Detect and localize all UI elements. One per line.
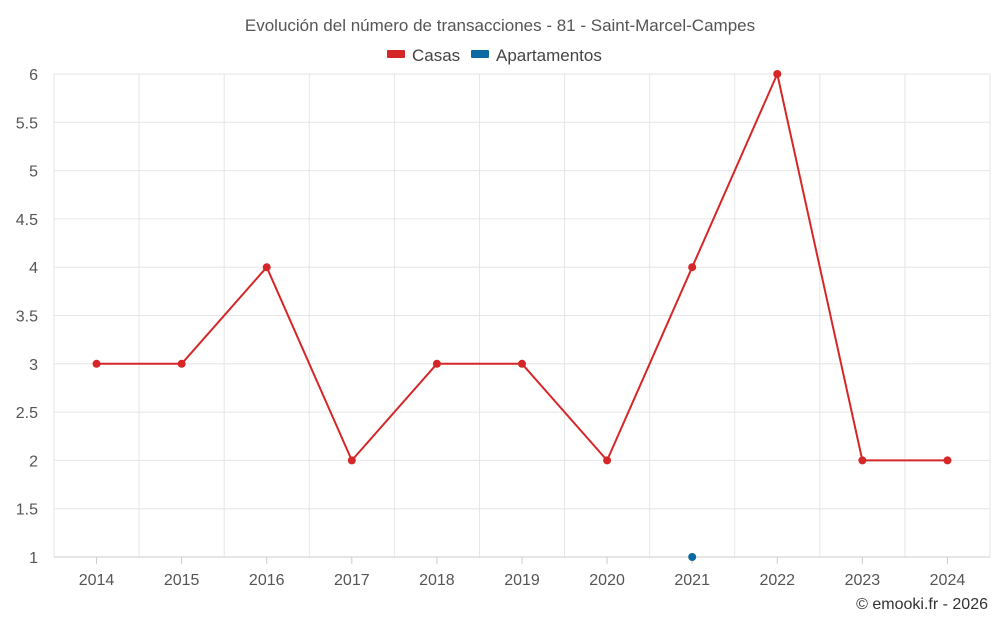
legend-label-apartamentos: Apartamentos (496, 46, 602, 65)
data-point-casas-2024[interactable] (943, 456, 952, 465)
x-tick-label: 2018 (419, 572, 455, 589)
x-tick-label: 2023 (845, 572, 881, 589)
legend-swatch-casas (387, 50, 405, 58)
x-tick-label: 2020 (589, 572, 625, 589)
data-point-apartamentos-2021[interactable] (688, 553, 697, 561)
data-point-casas-2015[interactable] (177, 359, 186, 368)
series (92, 70, 952, 561)
x-tick-label: 2017 (334, 572, 370, 589)
y-tick-label: 4 (29, 260, 38, 277)
grid (53, 73, 991, 557)
x-tick-label: 2014 (79, 572, 115, 589)
legend-item-apartamentos[interactable]: Apartamentos (471, 46, 602, 65)
legend-item-casas[interactable]: Casas (387, 46, 460, 65)
y-tick-label: 1 (29, 550, 38, 567)
x-tick-label: 2021 (674, 572, 710, 589)
y-tick-label: 2 (29, 453, 38, 470)
x-tick-label: 2015 (164, 572, 200, 589)
data-point-casas-2016[interactable] (262, 263, 271, 272)
x-tick-label: 2024 (930, 572, 966, 589)
y-tick-label: 5.5 (16, 115, 38, 132)
x-tick-label: 2022 (759, 572, 795, 589)
x-tick-label: 2019 (504, 572, 540, 589)
data-point-casas-2018[interactable] (432, 359, 441, 368)
y-tick-label: 4.5 (16, 212, 38, 229)
data-point-casas-2019[interactable] (518, 359, 526, 368)
x-tick-label: 2016 (249, 572, 285, 589)
y-tick-label: 3 (29, 357, 38, 374)
data-point-casas-2023[interactable] (858, 456, 867, 465)
credit: © emooki.fr - 2026 (856, 596, 988, 613)
data-point-casas-2022[interactable] (773, 70, 782, 78)
data-point-casas-2021[interactable] (688, 263, 697, 272)
legend-label-casas: Casas (412, 46, 460, 65)
legend-swatch-apartamentos (471, 50, 489, 58)
y-tick-label: 6 (29, 67, 38, 84)
y-tick-label: 1.5 (16, 502, 38, 519)
data-point-casas-2020[interactable] (603, 456, 612, 465)
data-point-casas-2014[interactable] (92, 359, 101, 368)
axes: 1 1.5 2 2.5 3 3.5 4 4.5 5 5.5 6 2014 2015 2016 2017 201… (16, 67, 990, 589)
y-tick-label: 3.5 (16, 309, 38, 326)
legend: Casas Apartamentos (387, 46, 602, 65)
y-tick-label: 5 (29, 164, 38, 181)
y-tick-label: 2.5 (16, 405, 38, 422)
chart-title: Evolución del número de transacciones - … (245, 16, 755, 35)
data-point-casas-2017[interactable] (347, 456, 356, 465)
